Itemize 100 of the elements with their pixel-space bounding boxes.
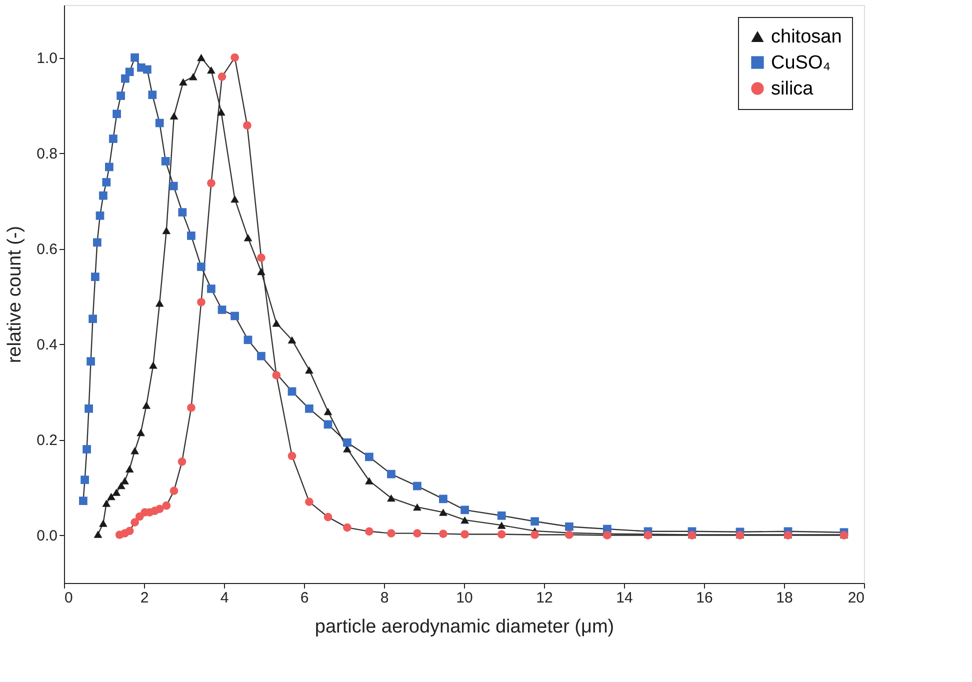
point [230,312,239,320]
point [230,53,239,62]
point [142,402,151,409]
point [120,477,129,484]
point [460,530,469,538]
point [324,420,332,429]
point [197,262,206,271]
point [218,72,226,81]
point [149,362,158,369]
point [155,504,164,514]
point [112,110,121,118]
point [497,522,506,529]
point [257,254,266,262]
point [125,465,134,472]
x-tick-label: 12 [536,590,553,606]
y-axis-title: relative count (-) [4,226,26,364]
point [130,518,139,527]
x-tick-label: 2 [140,590,149,606]
point [324,408,332,416]
point [162,501,171,510]
point [179,78,188,86]
point [257,268,266,276]
point [365,477,374,484]
x-tick-label: 14 [616,590,633,606]
point [244,336,252,344]
point [170,486,178,495]
point [155,299,164,307]
point [189,73,198,80]
point [305,498,314,506]
point [272,320,281,327]
point [112,488,121,496]
x-tick-label: 6 [300,590,309,606]
point [88,314,97,324]
point [91,272,100,281]
x-tick-label: 18 [776,590,793,606]
point [387,470,396,478]
point [439,508,448,516]
point [365,527,374,536]
point [288,452,296,460]
point [387,529,396,538]
x-tick-label: 8 [380,590,389,606]
point [530,530,539,539]
point [161,157,170,166]
point [135,512,144,521]
point [102,500,111,507]
point [187,232,196,240]
point [272,371,281,380]
point [460,506,469,514]
point [178,457,186,466]
y-tick-label: 0.8 [36,146,58,163]
point [80,476,89,484]
point [96,211,104,220]
x-tick-label: 10 [456,590,473,606]
point [365,452,374,462]
y-tick-label: 1.0 [36,50,58,68]
y-tick-label: 0.2 [36,432,58,450]
x-axis-title: particle aerodynamic diameter (μm) [314,616,614,638]
point [170,112,178,120]
x-tick-label: 0 [64,590,73,606]
point [460,516,469,524]
point [413,503,422,511]
x-tick-label: 4 [220,590,229,606]
point [84,404,93,413]
point [497,530,506,538]
point [197,298,206,306]
y-tick-label: 0.6 [36,241,58,258]
point [257,352,266,360]
point [207,179,216,188]
point [439,530,448,538]
point [136,428,145,436]
legend-label: chitosan [771,26,842,48]
point [230,195,239,203]
point [148,90,157,99]
legend-label: silica [771,78,814,100]
point [109,134,118,143]
point [439,494,448,504]
point [497,511,506,520]
point [343,438,352,447]
x-tick-label: 16 [696,590,713,606]
point [413,482,422,490]
point [125,68,134,76]
point [93,238,102,247]
point [288,387,296,396]
point [178,208,187,216]
point [530,517,539,526]
point [413,529,422,538]
x-tick-label: 20 [848,590,864,606]
point [324,512,332,522]
point [116,92,125,100]
point [305,404,314,413]
point [243,121,252,130]
point [187,404,196,412]
point [207,284,216,293]
point [107,492,116,500]
legend-label: CuSO₄ [771,52,831,74]
point [217,108,226,116]
point [288,336,296,344]
point [125,526,134,536]
point [86,357,95,366]
point [197,54,206,62]
